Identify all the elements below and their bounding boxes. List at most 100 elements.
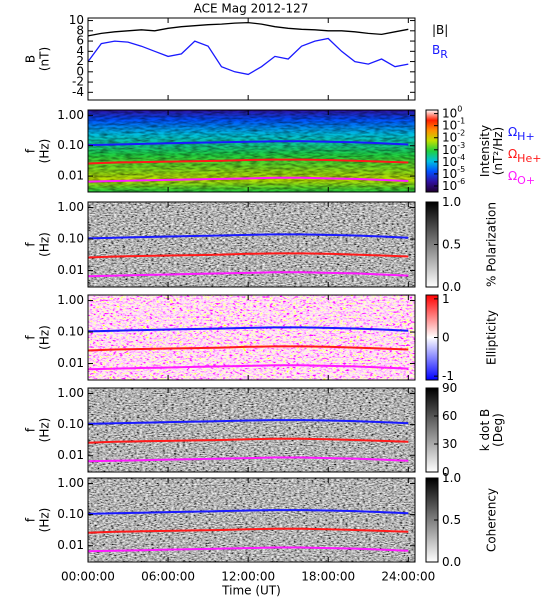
data-line: [87, 21, 409, 37]
data-line: [87, 233, 409, 240]
y-tick-label: -4: [72, 85, 84, 99]
colorbar-tick-label: 0.0: [442, 280, 461, 294]
colorbar-tick-label: 0.5: [442, 237, 461, 251]
chart-title: ACE Mag 2012-127: [194, 2, 309, 16]
y-tick-label: 0.10: [57, 325, 84, 339]
data-line: [87, 546, 409, 553]
data-line: [87, 437, 409, 444]
data-line: [87, 527, 409, 534]
legend-name: Ω: [508, 125, 517, 139]
tick-base: 10: [442, 130, 457, 144]
tick-exponent: -3: [457, 140, 465, 149]
y-tick-label: 1.00: [57, 293, 84, 307]
colorbar-label: Ellipticity: [485, 310, 499, 365]
y-tick-label: 0.01: [57, 538, 84, 552]
colorbar-tick-label: 10-1: [442, 116, 465, 132]
tick-exponent: -1: [457, 116, 465, 125]
colorbar-tick-label: 30: [442, 437, 457, 451]
y-tick-label: 0.01: [57, 356, 84, 370]
colorbar-tick-label: 10-6: [442, 176, 465, 192]
panel-frame: [87, 294, 416, 381]
x-axis-label: Time (UT): [221, 584, 281, 598]
legend-subscript: He+: [517, 152, 541, 165]
colorbar-tick-label: 90: [442, 381, 457, 395]
colorbar-tick-label: 10-4: [442, 152, 465, 168]
legend-entry: ΩH+: [508, 125, 535, 144]
tick-base: 60: [442, 409, 457, 423]
legend-subscript: O+: [517, 174, 535, 187]
tick-base: 0: [442, 465, 450, 479]
y-tick-label: 8: [76, 23, 84, 37]
data-line: [87, 326, 409, 333]
y-axis-label: (Hz): [38, 325, 52, 350]
colorbar-tick-label: 1: [442, 291, 450, 305]
colorbar-tick-label: 1.0: [442, 195, 461, 209]
x-tick-label: 18:00:00: [301, 570, 355, 584]
data-line: [87, 176, 409, 183]
colorbar-label: (Deg): [491, 413, 505, 447]
tick-exponent: -6: [457, 176, 465, 185]
colorbar-label: (nT²/Hz): [491, 127, 505, 175]
colorbar-tick-label: 1.0: [442, 471, 461, 485]
colorbar-tick-label: 10-2: [442, 128, 465, 144]
tick-base: 0.0: [442, 555, 461, 569]
y-axis-label: (nT): [38, 47, 52, 71]
legend-entry: ΩO+: [508, 169, 535, 188]
data-line: [87, 345, 409, 352]
tick-exponent: -2: [457, 128, 465, 137]
colorbar-tick-label: 0: [442, 465, 450, 479]
data-line: [87, 158, 409, 165]
data-line: [87, 37, 409, 76]
y-axis-label: f: [24, 242, 38, 247]
y-tick-label: 1.00: [57, 476, 84, 490]
y-axis-label: f: [24, 335, 38, 340]
legend-name: Ω: [508, 169, 517, 183]
data-line: [87, 271, 409, 278]
colorbar-tick-label: 10-3: [442, 140, 465, 156]
tick-base: 10: [442, 166, 457, 180]
y-tick-label: 0.10: [57, 232, 84, 246]
colorbar-tick-label: 0: [442, 330, 450, 344]
legend-name: |B|: [432, 23, 448, 37]
y-tick-label: 2: [76, 54, 84, 68]
y-tick-label: -2: [72, 75, 84, 89]
colorbar-label: % Polarization: [485, 202, 499, 287]
x-tick-label: 12:00:00: [221, 570, 275, 584]
tick-base: 10: [442, 142, 457, 156]
y-axis-label: (Hz): [38, 232, 52, 257]
tick-base: 10: [442, 178, 457, 192]
colorbar-tick-label: 100: [442, 104, 462, 120]
data-line: [87, 509, 409, 515]
y-axis-label: f: [24, 517, 38, 522]
panel-frame: [87, 109, 416, 193]
legend-subscript: H+: [517, 130, 535, 143]
y-tick-label: 0.10: [57, 138, 84, 152]
tick-exponent: 0: [457, 104, 462, 113]
tick-base: 1: [442, 291, 450, 305]
legend-name: Ω: [508, 147, 517, 161]
tick-base: 1.0: [442, 471, 461, 485]
tick-base: 0.0: [442, 280, 461, 294]
tick-base: 10: [442, 118, 457, 132]
colorbar-label: Coherency: [485, 488, 499, 552]
tick-base: 1.0: [442, 195, 461, 209]
y-tick-label: 0.01: [57, 169, 84, 183]
tick-base: 10: [442, 154, 457, 168]
colorbar-tick-label: 10-5: [442, 164, 465, 180]
tick-base: 30: [442, 437, 457, 451]
colorbar-tick-label: -1: [442, 369, 454, 383]
colorbar-tick-label: 0.5: [442, 513, 461, 527]
legend-entry: ΩHe+: [508, 147, 541, 166]
y-tick-label: 6: [76, 34, 84, 48]
panel-frame: [87, 477, 416, 563]
legend-entry: |B|: [432, 23, 448, 37]
tick-base: 10: [442, 106, 457, 120]
y-axis-label: f: [24, 148, 38, 153]
data-line: [87, 419, 409, 425]
colorbar-label: Intensity: [478, 125, 492, 177]
y-tick-label: 0.01: [57, 263, 84, 277]
y-tick-label: 0: [76, 64, 84, 78]
x-tick-label: 00:00:00: [61, 570, 115, 584]
tick-exponent: -4: [457, 152, 465, 161]
